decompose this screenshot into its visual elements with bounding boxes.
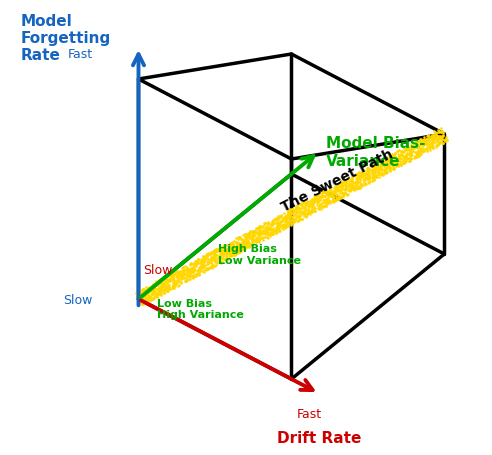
Text: Fast: Fast [297, 407, 322, 420]
Text: High Bias
Low Variance: High Bias Low Variance [218, 243, 301, 265]
Text: Slow: Slow [143, 263, 172, 277]
Text: Drift Rate: Drift Rate [277, 430, 361, 445]
Text: Model Bias-
Variance: Model Bias- Variance [326, 136, 425, 168]
Text: Low Bias
High Variance: Low Bias High Variance [157, 298, 244, 319]
Text: Slow: Slow [63, 293, 93, 306]
Text: The Sweet Path: The Sweet Path [279, 147, 395, 214]
Text: Fast: Fast [68, 48, 93, 61]
Text: Model
Forgetting
Rate: Model Forgetting Rate [20, 14, 111, 63]
